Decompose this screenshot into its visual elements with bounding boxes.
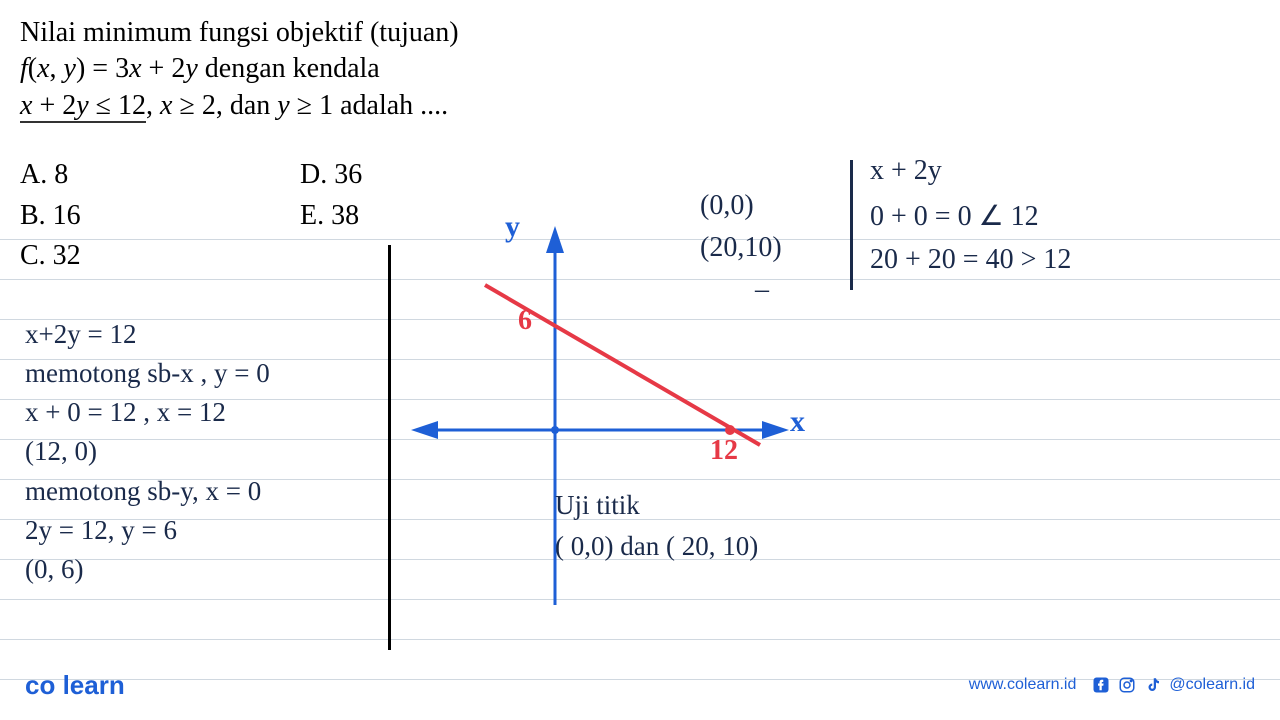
logo-dot — [55, 670, 62, 700]
option-e: E. 38 — [300, 196, 362, 237]
work-line-1: x+2y = 12 — [25, 315, 270, 354]
option-a: A. 8 — [20, 155, 81, 196]
footer-bar: co learn www.colearn.id @colearn.id — [0, 665, 1280, 705]
test-points-text: Uji titik ( 0,0) dan ( 20, 10) — [555, 485, 758, 566]
logo-learn: learn — [63, 670, 125, 700]
y-intercept-label: 6 — [518, 305, 532, 337]
right-calculations: 0 + 0 = 0 ∠ 12 20 + 20 = 40 > 12 — [870, 195, 1071, 282]
options-column-1: A. 8 B. 16 C. 32 — [20, 155, 81, 277]
x-intercept-label: 12 — [710, 435, 738, 467]
divider-line — [388, 245, 391, 650]
instagram-icon — [1117, 675, 1137, 695]
colearn-logo: co learn — [25, 670, 125, 701]
calc-line-1: 0 + 0 = 0 ∠ 12 — [870, 195, 1071, 238]
point-2: (20,10) — [700, 227, 782, 269]
work-line-7: (0, 6) — [25, 550, 270, 589]
work-line-2: memotong sb-x , y = 0 — [25, 354, 270, 393]
right-column-header: x + 2y — [870, 155, 942, 187]
footer-url: www.colearn.id — [969, 676, 1077, 694]
x-intercept-point — [725, 425, 735, 435]
problem-line-1: Nilai minimum fungsi objektif (tujuan) — [20, 15, 459, 51]
right-divider — [850, 160, 853, 290]
footer-handle: @colearn.id — [1169, 676, 1255, 694]
x-axis-label: x — [790, 405, 805, 439]
work-line-3: x + 0 = 12 , x = 12 — [25, 393, 270, 432]
dash-mark: ‒ — [700, 269, 782, 311]
calc-line-2: 20 + 20 = 40 > 12 — [870, 238, 1071, 281]
problem-line-2: f(x, y) = 3x + 2y dengan kendala — [20, 51, 459, 87]
work-line-5: memotong sb-y, x = 0 — [25, 472, 270, 511]
tiktok-icon — [1143, 675, 1163, 695]
social-icons-group: @colearn.id — [1091, 675, 1255, 695]
logo-co: co — [25, 670, 55, 700]
right-test-points: (0,0) (20,10) ‒ — [700, 185, 782, 311]
work-line-6: 2y = 12, y = 6 — [25, 511, 270, 550]
option-d: D. 36 — [300, 155, 362, 196]
point-1: (0,0) — [700, 185, 782, 227]
uji-line-2: ( 0,0) dan ( 20, 10) — [555, 526, 758, 567]
problem-line-3: x + 2y ≤ 12, x ≥ 2, dan y ≥ 1 adalah ...… — [20, 88, 459, 124]
work-line-4: (12, 0) — [25, 432, 270, 471]
y-axis-label: y — [505, 210, 520, 244]
option-c: C. 32 — [20, 236, 81, 277]
options-column-2: D. 36 E. 38 — [300, 155, 362, 236]
origin-point — [551, 426, 559, 434]
uji-line-1: Uji titik — [555, 485, 758, 526]
problem-statement: Nilai minimum fungsi objektif (tujuan) f… — [20, 15, 459, 124]
option-b: B. 16 — [20, 196, 81, 237]
footer-right-section: www.colearn.id @colearn.id — [969, 675, 1255, 695]
worked-solution-left: x+2y = 12 memotong sb-x , y = 0 x + 0 = … — [25, 315, 270, 589]
facebook-icon — [1091, 675, 1111, 695]
